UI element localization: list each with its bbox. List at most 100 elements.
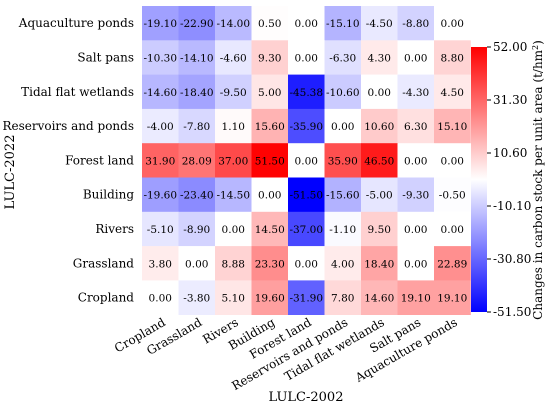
heatmap-cell <box>178 6 216 41</box>
cell-value-label: 0.00 <box>258 190 281 202</box>
cell-value-label: 28.09 <box>182 155 212 167</box>
heatmap-cell <box>215 143 252 178</box>
heatmap-cell <box>361 6 398 41</box>
heatmap-cell <box>215 211 252 247</box>
heatmap-cell <box>397 211 435 247</box>
cell-value-label: -4.30 <box>402 87 429 99</box>
heatmap-cell <box>178 246 216 281</box>
heatmap-cell <box>251 211 289 247</box>
colorbar <box>471 47 487 312</box>
heatmap-cell <box>288 108 325 144</box>
heatmap-cell <box>178 108 216 144</box>
heatmap-cell <box>324 211 362 247</box>
heatmap-cell <box>178 40 216 75</box>
cell-value-label: 15.10 <box>437 121 467 133</box>
heatmap-cell <box>434 177 471 213</box>
cell-value-label: 19.10 <box>437 293 467 305</box>
cell-value-label: 19.60 <box>255 293 285 305</box>
cell-value-label: 9.50 <box>368 224 391 236</box>
heatmap-cell <box>215 108 252 144</box>
heatmap-cell <box>178 177 216 213</box>
heatmap-cell <box>215 6 252 41</box>
heatmap-cell <box>142 246 179 281</box>
heatmap-cell <box>288 211 325 247</box>
heatmap-cell <box>324 108 362 144</box>
heatmap-cell <box>142 6 179 41</box>
y-tick-label: Grassland <box>73 256 135 270</box>
cell-value-label: -14.00 <box>216 18 250 30</box>
heatmap-cell <box>397 143 435 178</box>
cell-value-label: -4.60 <box>220 52 247 64</box>
cell-value-label: -22.90 <box>180 18 214 30</box>
cell-value-label: -31.90 <box>289 293 323 305</box>
cell-value-label: 1.10 <box>222 121 245 133</box>
y-tick-labels: Aquaculture ponds Salt pans Tidal flat wet… <box>2 16 134 304</box>
heatmap-cell <box>251 6 289 41</box>
heatmap-cell <box>434 40 471 75</box>
cell-value-label: 23.30 <box>255 258 285 270</box>
heatmap-cell <box>142 280 179 315</box>
heatmap-cell <box>251 280 289 315</box>
cell-value-label: 0.00 <box>404 258 427 270</box>
cell-value-label: -3.80 <box>183 293 210 305</box>
heatmap-cell <box>288 143 325 178</box>
y-tick-label: Reservoirs and ponds <box>2 119 134 133</box>
cell-value-label: -14.50 <box>216 190 250 202</box>
cell-value-label: -37.00 <box>289 224 323 236</box>
heatmap-cell <box>434 74 471 110</box>
cell-value-label: -7.80 <box>183 121 210 133</box>
cell-value-label: -15.10 <box>326 18 360 30</box>
colorbar-tick-label: -51.50 <box>493 305 531 319</box>
heatmap-cell <box>251 74 289 110</box>
heatmap-cell <box>215 40 252 75</box>
cell-value-label: 15.60 <box>255 121 285 133</box>
y-tick-label: Forest land <box>65 153 134 167</box>
colorbar-tick-label: 52.00 <box>493 40 527 54</box>
heatmap-cell <box>324 280 362 315</box>
heatmap-cell <box>361 108 398 144</box>
cell-value-label: -45.38 <box>289 87 323 99</box>
cell-value-label: 0.00 <box>149 293 172 305</box>
heatmap-cell <box>397 177 435 213</box>
cell-value-label: 0.00 <box>441 155 464 167</box>
heatmap-cell <box>288 280 325 315</box>
heatmap-cell <box>215 177 252 213</box>
heatmap-cell <box>397 280 435 315</box>
heatmap-cell <box>361 143 398 178</box>
x-axis-title: LULC-2002 <box>269 390 344 405</box>
y-tick-label: Tidal flat wetlands <box>21 85 134 99</box>
cell-value-label: 10.60 <box>364 121 394 133</box>
cell-value-label: 0.50 <box>258 18 281 30</box>
heatmap-cell <box>434 246 471 281</box>
cell-value-label: -9.30 <box>402 190 429 202</box>
heatmap-cell <box>397 6 435 41</box>
cell-value-label: -0.50 <box>439 190 466 202</box>
colorbar-label-superscript: 2 <box>531 45 540 50</box>
heatmap-cell <box>288 246 325 281</box>
cell-value-label: -1.10 <box>329 224 356 236</box>
cell-value-label: -19.60 <box>143 190 177 202</box>
y-tick-label: Salt pans <box>77 50 134 64</box>
heatmap-cell <box>142 40 179 75</box>
heatmap-cell <box>215 246 252 281</box>
cell-value-label: 18.40 <box>364 258 394 270</box>
heatmap-cell <box>361 280 398 315</box>
cell-value-label: -14.10 <box>180 52 214 64</box>
cell-value-label: 22.89 <box>437 258 467 270</box>
cell-value-label: -10.30 <box>143 52 177 64</box>
heatmap-cell <box>361 211 398 247</box>
heatmap-cell <box>397 74 435 110</box>
cell-value-label: 0.00 <box>404 155 427 167</box>
cell-value-label: 19.10 <box>401 293 431 305</box>
heatmap-cell <box>178 280 216 315</box>
cell-value-label: 0.00 <box>331 121 354 133</box>
cell-value-label: 0.00 <box>441 18 464 30</box>
cell-value-label: 31.90 <box>145 155 175 167</box>
heatmap-cell <box>178 143 216 178</box>
heatmap-cell <box>288 40 325 75</box>
y-tick-label: Cropland <box>78 291 135 305</box>
cell-value-label: 6.30 <box>404 121 427 133</box>
cell-value-label: 3.80 <box>149 258 172 270</box>
cell-value-label: -15.60 <box>326 190 360 202</box>
